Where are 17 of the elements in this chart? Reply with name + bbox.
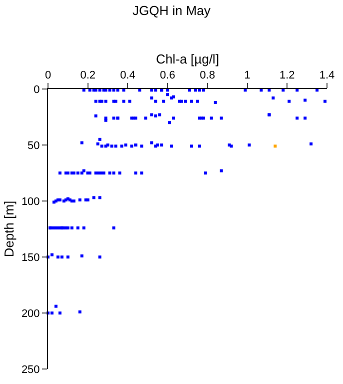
y-tick-label: 150 xyxy=(21,252,40,264)
chart-title: JGQH in May xyxy=(132,2,212,18)
y-tick-label: 0 xyxy=(34,84,40,96)
x-tick-label: 0.8 xyxy=(200,70,216,82)
y-axis-title: Depth [m] xyxy=(1,200,16,258)
x-tick-label: 0 xyxy=(44,70,52,82)
x-tick-label: 0.2 xyxy=(80,70,96,82)
y-tick-label: 250 xyxy=(21,364,40,376)
x-tick-label: 0.6 xyxy=(160,70,176,82)
x-tick-label: 1.2 xyxy=(279,70,295,82)
x-tick-label: 0.4 xyxy=(120,70,136,82)
y-tick-label: 100 xyxy=(21,196,40,208)
y-tick-label: 200 xyxy=(21,308,40,320)
x-tick-label: 1 xyxy=(244,70,250,82)
x-tick-label: 1.4 xyxy=(319,70,335,82)
x-axis-title: Chl-a [µg/l] xyxy=(156,52,220,67)
y-tick-label: 50 xyxy=(28,140,40,152)
